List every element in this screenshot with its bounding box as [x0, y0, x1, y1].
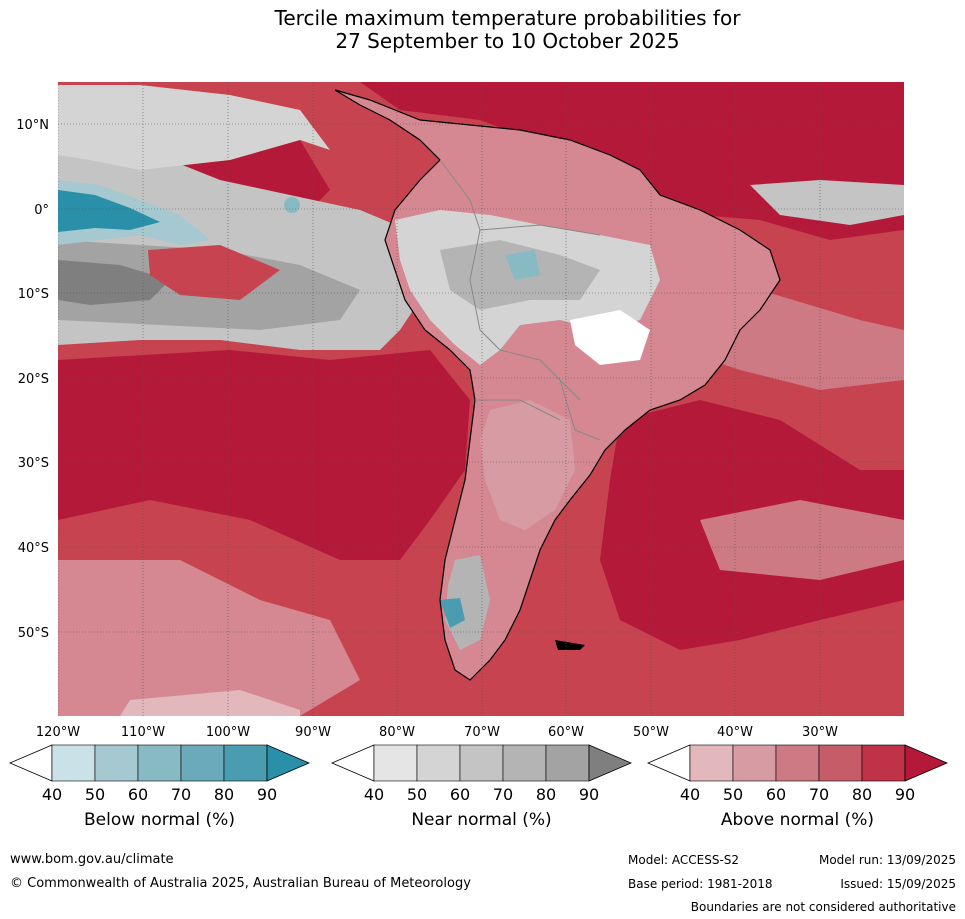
colorbar-near-normal: 40 50 60 70 80 90 Near normal (%): [330, 744, 633, 830]
colorbar-tick-label: 80: [852, 785, 872, 804]
above-light-south-pacific: [58, 560, 360, 716]
coastline: [334, 89, 781, 681]
latitude-labels: 10°N 0° 10°S 20°S 30°S 40°S 50°S: [16, 118, 49, 641]
below-normal-tongue-core: [58, 190, 160, 232]
lon-label: 120°W: [36, 725, 80, 740]
colorbar-tick-label: 60: [450, 785, 470, 804]
colorbar-segment: [51, 744, 96, 782]
lon-label: 60°W: [548, 725, 584, 740]
colorbar-tick-label: 80: [536, 785, 556, 804]
lon-label: 50°W: [633, 725, 669, 740]
colorbar-segment: [861, 744, 906, 782]
base-period: Base period: 1981-2018: [628, 877, 773, 891]
below-normal-chile-south: [440, 598, 465, 628]
colorbar-tick-label: 90: [895, 785, 915, 804]
above-tongue-pacific: [148, 245, 280, 300]
longitude-labels: 120°W 110°W 100°W 90°W 80°W 70°W 60°W 50…: [36, 725, 838, 740]
colorbar-tick-label: 50: [723, 785, 743, 804]
country-borders: [439, 159, 601, 441]
above-light-atlantic: [700, 500, 904, 580]
colorbar-tick-label: 70: [809, 785, 829, 804]
boundaries-disclaimer: Boundaries are not considered authoritat…: [690, 900, 956, 914]
colorbar-segment: [459, 744, 504, 782]
colorbar-tick-label: 50: [85, 785, 105, 804]
colorbar-title: Near normal (%): [411, 810, 551, 830]
colorbar-tick-label: 70: [171, 785, 191, 804]
colorbar-tick-label: 90: [257, 785, 277, 804]
near-normal-patagonia: [445, 555, 490, 650]
colorbar-tick-label: 90: [579, 785, 599, 804]
lon-label: 80°W: [379, 725, 415, 740]
colorbar-segment: [775, 744, 820, 782]
lat-label: 30°S: [18, 456, 49, 471]
copyright-text: © Commonwealth of Australia 2025, Austra…: [10, 876, 471, 891]
colorbar-extend-high: [266, 744, 311, 782]
colorbar-segment: [180, 744, 225, 782]
lon-label: 90°W: [295, 725, 331, 740]
chart-title-line1: Tercile maximum temperature probabilitie…: [274, 6, 741, 30]
white-brazil-plateau: [570, 310, 650, 365]
above-light-far-south: [120, 690, 300, 716]
colorbar-segment: [137, 744, 182, 782]
near-normal-pacific-darkest: [58, 260, 170, 305]
colorbar-tick-label: 70: [493, 785, 513, 804]
colorbar-segment: [545, 744, 590, 782]
lat-label: 10°N: [16, 118, 49, 133]
below-normal-amazon-spot: [505, 250, 540, 280]
colorbar-tick-label: 40: [364, 785, 384, 804]
colorbar-segment: [502, 744, 547, 782]
lon-label: 40°W: [717, 725, 753, 740]
colorbar-tick-label: 50: [407, 785, 427, 804]
colorbar-extend-low: [646, 744, 691, 782]
graticule: [58, 82, 904, 716]
colorbar-segment: [732, 744, 777, 782]
lat-label: 40°S: [18, 541, 49, 556]
colorbar-tick-label: 40: [680, 785, 700, 804]
colorbar-below-normal: 40 50 60 70 80 90 Below normal (%): [8, 744, 311, 830]
model-run-date: Model run: 13/09/2025: [818, 853, 956, 867]
lon-label: 30°W: [802, 725, 838, 740]
above-light-argentina: [480, 400, 575, 530]
website-link[interactable]: www.bom.gov.au/climate: [10, 852, 174, 867]
lon-label: 110°W: [121, 725, 165, 740]
issued-date: Issued: 15/09/2025: [840, 877, 956, 891]
colorbar-extend-low: [8, 744, 53, 782]
colorbar-segment: [689, 744, 734, 782]
colorbar-tick-label: 60: [766, 785, 786, 804]
lat-label: 20°S: [18, 372, 49, 387]
colorbar-title: Below normal (%): [84, 810, 235, 830]
model-name: Model: ACCESS-S2: [628, 853, 740, 867]
map-field: [58, 82, 904, 716]
near-normal-atlantic-north: [750, 180, 904, 225]
colorbar-extend-low: [330, 744, 375, 782]
colorbar-segment: [94, 744, 139, 782]
colorbar-segment: [373, 744, 418, 782]
below-normal-spot-galapagos: [284, 197, 300, 213]
colorbar-segment: [818, 744, 863, 782]
chart-title-line2: 27 September to 10 October 2025: [335, 29, 680, 53]
colorbar-segment: [416, 744, 461, 782]
lat-label: 0°: [34, 203, 49, 218]
deep-above-southeast-pacific: [58, 350, 470, 560]
colorbar-tick-label: 80: [214, 785, 234, 804]
lon-label: 70°W: [464, 725, 500, 740]
colorbar-tick-label: 60: [128, 785, 148, 804]
colorbar-extend-high: [588, 744, 633, 782]
colorbar-title: Above normal (%): [721, 810, 874, 830]
colorbar-segment: [223, 744, 268, 782]
lat-label: 10°S: [18, 287, 49, 302]
lat-label: 50°S: [18, 626, 49, 641]
near-normal-north-pacific: [58, 85, 330, 170]
lon-label: 100°W: [206, 725, 250, 740]
colorbar-above-normal: 40 50 60 70 80 90 Above normal (%): [646, 744, 949, 830]
colorbar-extend-high: [904, 744, 949, 782]
falkland-islands: [555, 640, 585, 650]
colorbar-tick-label: 40: [42, 785, 62, 804]
